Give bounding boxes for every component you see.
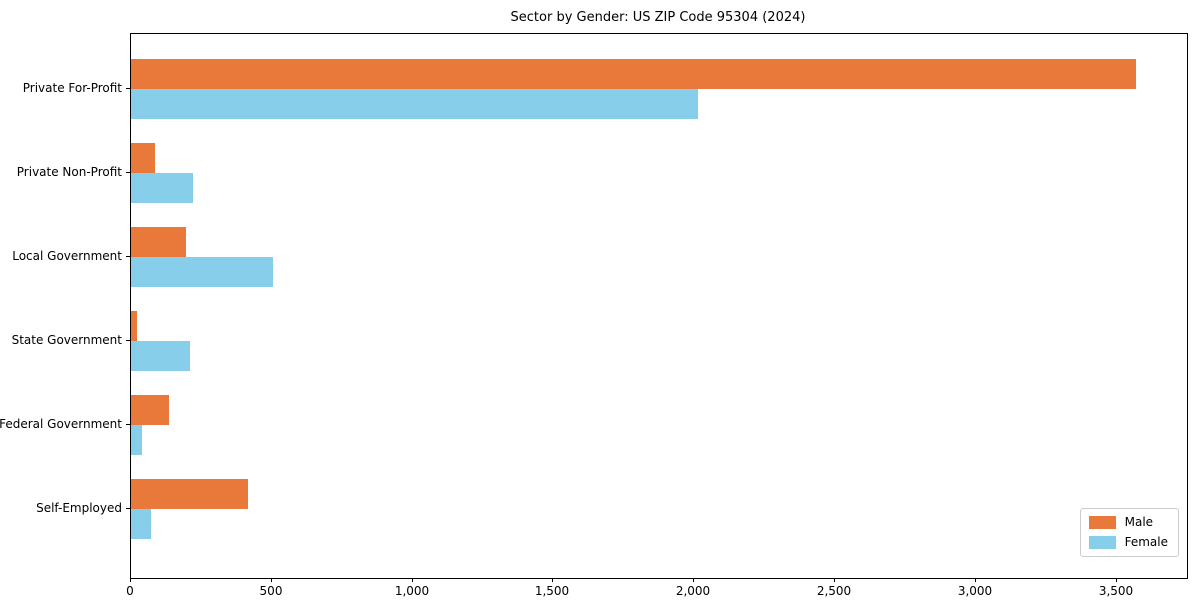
bar-male-3 bbox=[131, 311, 137, 341]
category-label: Self-Employed bbox=[36, 501, 122, 515]
y-axis-tick bbox=[126, 172, 130, 173]
bar-female-0 bbox=[131, 89, 698, 119]
category-label: Private For-Profit bbox=[22, 81, 122, 95]
legend-label-male: Male bbox=[1124, 515, 1154, 529]
x-axis-tick bbox=[1116, 578, 1117, 582]
category-label: Federal Government bbox=[0, 417, 122, 431]
legend-label-female: Female bbox=[1124, 535, 1168, 549]
y-axis-tick bbox=[126, 88, 130, 89]
x-axis-tick bbox=[693, 578, 694, 582]
y-axis-tick bbox=[126, 256, 130, 257]
x-tick-label: 2,000 bbox=[675, 584, 711, 598]
x-axis-tick bbox=[552, 578, 553, 582]
bar-female-4 bbox=[131, 425, 142, 455]
x-tick-label: 2,500 bbox=[816, 584, 852, 598]
x-tick-label: 3,500 bbox=[1098, 584, 1134, 598]
bar-female-3 bbox=[131, 341, 190, 371]
bar-male-4 bbox=[131, 395, 169, 425]
bar-male-2 bbox=[131, 227, 186, 257]
legend-item-female: Female bbox=[1088, 535, 1168, 549]
x-tick-label: 3,000 bbox=[957, 584, 993, 598]
bar-female-1 bbox=[131, 173, 193, 203]
chart-title: Sector by Gender: US ZIP Code 95304 (202… bbox=[510, 10, 806, 25]
x-axis-tick bbox=[271, 578, 272, 582]
x-axis-tick bbox=[412, 578, 413, 582]
legend-item-male: Male bbox=[1088, 515, 1168, 529]
x-tick-label: 0 bbox=[126, 584, 134, 598]
legend-swatch-male bbox=[1088, 516, 1116, 529]
category-label: State Government bbox=[11, 333, 122, 347]
bar-male-1 bbox=[131, 143, 155, 173]
x-tick-label: 1,000 bbox=[394, 584, 430, 598]
x-tick-label: 500 bbox=[259, 584, 283, 598]
x-axis-tick bbox=[834, 578, 835, 582]
category-label: Local Government bbox=[12, 249, 122, 263]
category-label: Private Non-Profit bbox=[16, 165, 122, 179]
bar-male-0 bbox=[131, 59, 1136, 89]
bar-male-5 bbox=[131, 479, 248, 509]
legend: Male Female bbox=[1079, 508, 1179, 557]
plot-area: Male Female bbox=[130, 33, 1188, 579]
y-axis-tick bbox=[126, 508, 130, 509]
x-axis-tick bbox=[975, 578, 976, 582]
x-tick-label: 1,500 bbox=[534, 584, 570, 598]
x-axis-tick bbox=[130, 578, 131, 582]
y-axis-tick bbox=[126, 340, 130, 341]
bar-female-5 bbox=[131, 509, 151, 539]
legend-swatch-female bbox=[1088, 536, 1116, 549]
bar-female-2 bbox=[131, 257, 273, 287]
y-axis-tick bbox=[126, 424, 130, 425]
